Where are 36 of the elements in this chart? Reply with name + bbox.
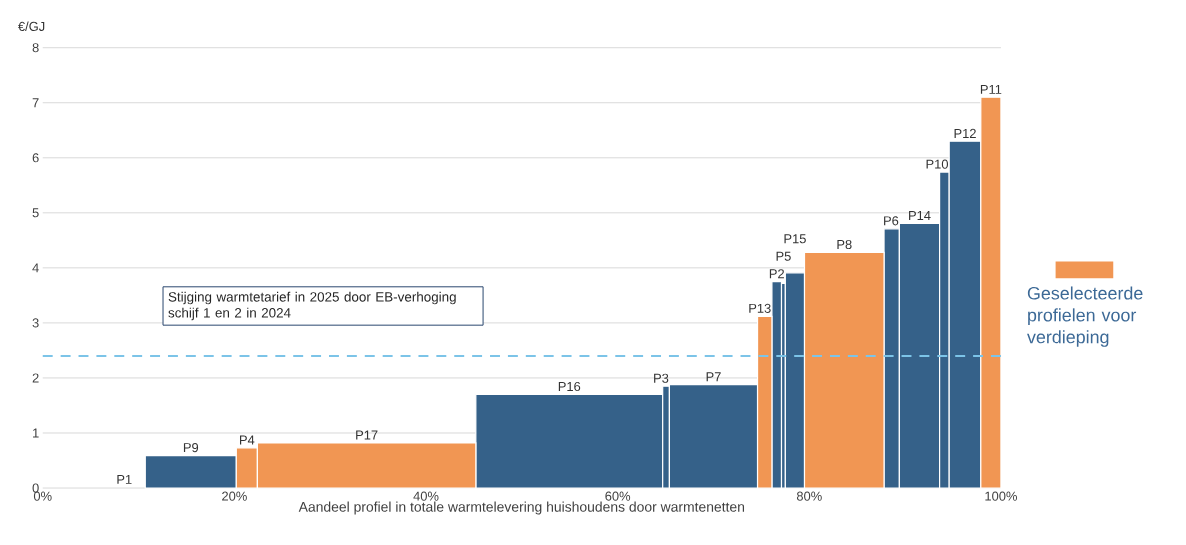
y-tick-label: 1 <box>33 428 39 438</box>
annotation: P7 <box>706 372 721 382</box>
annotation: P8 <box>837 240 852 250</box>
ref-line-label: Stijging warmtetarief in 2025 door EB-verhoging schijf 1 en 2 in 2024 <box>168 291 456 321</box>
annotation: P6 <box>884 216 899 226</box>
x-tick-label: 20% <box>222 491 247 501</box>
annotation: P14 <box>909 211 931 221</box>
annotation: P2 <box>769 269 784 279</box>
annotation: P15 <box>784 234 806 244</box>
x-tick-label: 100% <box>985 491 1017 501</box>
y-tick-label: 0 <box>32 483 39 493</box>
y-tick-label: 7 <box>32 98 39 108</box>
y-tick-label: 4 <box>32 263 39 273</box>
x-tick-label: 80% <box>796 491 822 501</box>
y-tick-label: 5 <box>32 208 39 218</box>
annotation: P4 <box>240 435 255 445</box>
x-tick-label: 60% <box>605 491 631 501</box>
x-tick-label: 40% <box>413 491 439 501</box>
annotation: P17 <box>356 430 378 440</box>
annotation: P3 <box>654 373 669 383</box>
y-tick-label: 3 <box>32 318 39 328</box>
annotation: P10 <box>926 159 949 169</box>
annotation: P5 <box>776 251 791 261</box>
annotation: P9 <box>183 443 199 453</box>
annotation: P13 <box>749 303 771 314</box>
y-tick-label: 8 <box>32 43 39 53</box>
annotation: P16 <box>558 382 581 392</box>
annotation: P11 <box>980 85 1002 95</box>
x-axis-title: Aandeel profiel in totale warmtelevering huishoudens door warmtenetten <box>298 501 745 515</box>
x-tick-label: 0% <box>33 491 52 501</box>
y-tick-label: 6 <box>32 153 39 163</box>
annotation: P12 <box>954 129 976 139</box>
annotation: P1 <box>117 475 132 485</box>
y-tick-label: 2 <box>32 373 39 383</box>
legend-label: Geselecteerde profielen voor verdieping <box>1027 286 1143 348</box>
y-axis-title: €/GJ <box>18 21 45 32</box>
